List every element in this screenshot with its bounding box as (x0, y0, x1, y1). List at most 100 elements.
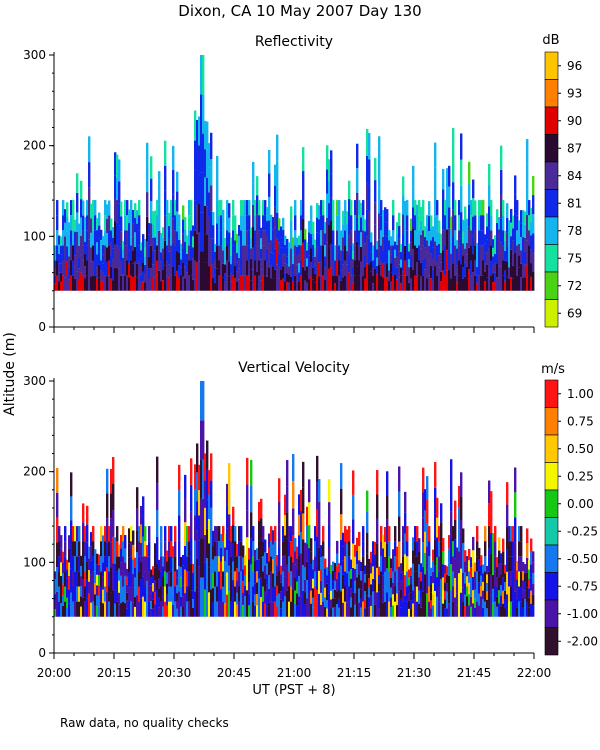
heatmap-cell (440, 252, 443, 263)
heatmap-cell (290, 601, 293, 617)
heatmap-cell (234, 586, 237, 602)
heatmap-cell (486, 239, 489, 253)
heatmap-cell (272, 217, 275, 230)
heatmap-cell (390, 281, 393, 291)
heatmap-cell (360, 607, 363, 617)
heatmap-cell (164, 140, 167, 166)
heatmap-cell (368, 607, 371, 617)
heatmap-cell (222, 586, 225, 602)
heatmap-cell (182, 248, 185, 263)
heatmap-cell (132, 236, 135, 251)
heatmap-cell (440, 281, 443, 291)
heatmap-cell (304, 592, 307, 605)
heatmap-cell (290, 556, 293, 572)
heatmap-cell (530, 551, 533, 565)
heatmap-cell (454, 539, 457, 559)
heatmap-cell (218, 541, 221, 557)
heatmap-cell (104, 260, 107, 276)
heatmap-cell (404, 230, 407, 246)
heatmap-cell (272, 253, 275, 267)
heatmap-cell (384, 556, 387, 572)
heatmap-cell (170, 245, 173, 261)
heatmap-cell (460, 159, 463, 186)
heatmap-cell (108, 200, 111, 216)
heatmap-cell (368, 185, 371, 212)
heatmap-cell (460, 544, 463, 569)
colorbar-label: -0.75 (567, 579, 598, 593)
heatmap-cell (298, 254, 301, 264)
heatmap-cell (428, 230, 431, 246)
heatmap-cell (116, 586, 119, 602)
heatmap-cell (206, 206, 209, 235)
heatmap-cell (306, 543, 309, 562)
heatmap-cell (200, 459, 203, 499)
heatmap-cell (152, 237, 155, 251)
heatmap-cell (206, 469, 209, 500)
velocity-colorbar-unit: m/s (541, 362, 565, 377)
heatmap-cell (224, 255, 227, 265)
heatmap-cell (130, 275, 133, 291)
heatmap-cell (464, 550, 467, 562)
heatmap-cell (104, 200, 107, 216)
heatmap-cell (170, 275, 173, 291)
heatmap-cell (70, 520, 73, 545)
heatmap-cell (290, 571, 293, 587)
heatmap-cell (198, 464, 201, 491)
heatmap-cell (226, 200, 229, 216)
heatmap-cell (464, 583, 467, 595)
heatmap-cell (330, 173, 333, 198)
heatmap-cell (188, 586, 191, 602)
heatmap-cell (278, 524, 281, 548)
heatmap-cell (446, 208, 449, 230)
heatmap-cell (400, 244, 403, 252)
heatmap-cell (230, 237, 233, 247)
heatmap-cell (162, 576, 165, 587)
heatmap-cell (180, 606, 183, 617)
heatmap-cell (426, 215, 429, 228)
heatmap-cell (496, 209, 499, 223)
heatmap-cell (72, 601, 75, 617)
heatmap-cell (478, 582, 481, 594)
heatmap-cell (510, 263, 513, 278)
heatmap-cell (316, 261, 319, 277)
heatmap-cell (196, 501, 199, 531)
heatmap-cell (436, 275, 439, 291)
heatmap-cell (456, 265, 459, 274)
heatmap-cell (156, 563, 159, 591)
heatmap-cell (406, 260, 409, 276)
heatmap-cell (490, 512, 493, 533)
heatmap-cell (306, 242, 309, 251)
heatmap-cell (134, 577, 137, 588)
heatmap-cell (200, 381, 203, 421)
heatmap-cell (86, 505, 89, 525)
heatmap-cell (312, 607, 315, 617)
heatmap-cell (286, 264, 289, 274)
heatmap-cell (328, 547, 331, 571)
heatmap-cell (88, 581, 91, 594)
heatmap-cell (130, 200, 133, 216)
heatmap-cell (244, 275, 247, 291)
heatmap-cell (526, 528, 529, 544)
heatmap-cell (276, 606, 279, 617)
heatmap-cell (516, 260, 519, 276)
heatmap-cell (276, 160, 279, 187)
heatmap-cell (128, 602, 131, 617)
heatmap-cell (132, 263, 135, 278)
heatmap-cell (98, 606, 101, 617)
heatmap-cell (482, 590, 485, 600)
heatmap-cell (244, 260, 247, 276)
heatmap-cell (180, 586, 183, 597)
heatmap-cell (238, 571, 241, 587)
heatmap-cell (520, 526, 523, 542)
heatmap-cell (468, 269, 471, 291)
heatmap-cell (150, 178, 153, 202)
heatmap-cell (222, 277, 225, 291)
heatmap-cell (398, 264, 401, 278)
heatmap-cell (236, 252, 239, 263)
heatmap-cell (418, 215, 421, 231)
heatmap-cell (462, 267, 465, 279)
heatmap-cell (308, 548, 311, 571)
heatmap-cell (392, 275, 395, 291)
heatmap-cell (466, 230, 469, 243)
heatmap-cell (162, 586, 165, 597)
